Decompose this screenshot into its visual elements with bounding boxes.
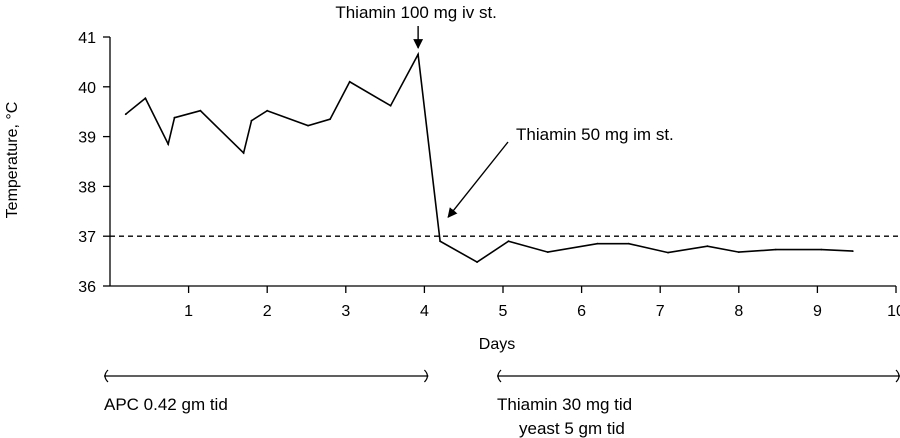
data-point: [144, 97, 147, 100]
x-tick-label: 6: [577, 303, 586, 320]
x-tick-label: 4: [420, 303, 429, 320]
y-tick-label: 40: [78, 80, 96, 97]
temperature-series-line: [125, 51, 853, 264]
x-tick-label: 8: [734, 303, 743, 320]
annotation-thiamin-50mg: Thiamin 50 mg im st.: [516, 125, 674, 144]
data-point: [124, 113, 127, 116]
data-point: [627, 242, 630, 245]
regimen-bracket-left-end: [104, 369, 109, 383]
data-point: [851, 250, 854, 253]
data-point: [389, 104, 392, 107]
data-point: [250, 119, 253, 122]
regimen-bracket-right-end: [895, 369, 900, 383]
data-point: [596, 242, 599, 245]
data-point: [774, 248, 777, 251]
regimens: APC 0.42 gm tid Thiamin 30 mg tid yeast 5 …: [104, 369, 900, 438]
data-point: [737, 251, 740, 254]
x-tick-label: 7: [656, 303, 665, 320]
y-tick-label: 38: [78, 179, 96, 196]
data-point: [242, 152, 245, 154]
data-point: [199, 109, 202, 112]
data-point: [167, 143, 170, 145]
data-point: [546, 251, 549, 254]
regimen-label: yeast 5 gm tid: [519, 419, 625, 438]
x-tick-label: 1: [184, 303, 193, 320]
data-point: [667, 251, 669, 254]
data-point: [266, 109, 269, 112]
data-point: [348, 80, 351, 83]
x-tick-label: 2: [263, 303, 272, 320]
x-tick-label: 3: [341, 303, 350, 320]
regimen-bracket-right-end: [423, 369, 428, 383]
series-group: [124, 51, 854, 264]
data-point: [307, 124, 309, 127]
axes: [109, 37, 896, 287]
y-tick-label: 41: [78, 30, 96, 47]
annotation-arrow-thiamin-50mg: [447, 141, 509, 218]
annotations: Thiamin 100 mg iv st. Thiamin 50 mg im st…: [335, 3, 674, 218]
data-point: [476, 261, 478, 263]
regimen-label: APC 0.42 gm tid: [104, 395, 228, 414]
data-point: [329, 118, 331, 121]
data-point: [706, 245, 709, 248]
y-tick-label: 36: [78, 279, 96, 296]
data-point: [439, 240, 442, 243]
y-axis-label: Temperature, °C: [4, 102, 21, 219]
data-point: [507, 240, 510, 243]
y-tick-label: 39: [78, 130, 96, 147]
x-tick-label: 10: [887, 303, 900, 320]
x-tick-label: 5: [499, 303, 508, 320]
data-point: [820, 248, 823, 251]
x-axis-label: Days: [479, 336, 515, 353]
annotation-thiamin-100mg: Thiamin 100 mg iv st.: [335, 3, 497, 22]
data-point: [173, 116, 176, 119]
y-tick-label: 37: [78, 229, 96, 246]
ticks: 36 37 38 39 40 41 1 2 3 4 5 6 7 8 9 10: [78, 30, 900, 320]
x-tick-label: 9: [813, 303, 822, 320]
data-point: [417, 53, 420, 56]
regimen-label: Thiamin 30 mg tid: [497, 395, 632, 414]
regimen-bracket-left-end: [497, 369, 502, 383]
regimen-2: Thiamin 30 mg tid yeast 5 gm tid: [497, 369, 900, 438]
regimen-1: APC 0.42 gm tid: [104, 369, 429, 414]
